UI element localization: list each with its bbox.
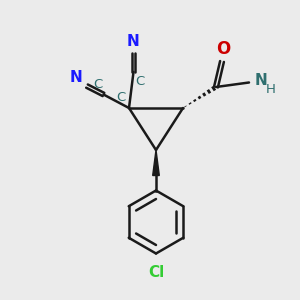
Text: O: O: [216, 40, 231, 58]
Text: C: C: [93, 79, 102, 92]
Text: H: H: [266, 83, 275, 97]
Text: N: N: [70, 70, 83, 85]
Text: N: N: [127, 34, 140, 49]
Text: C: C: [135, 75, 144, 88]
Text: C: C: [116, 92, 125, 104]
Text: N: N: [254, 74, 267, 88]
Polygon shape: [153, 150, 159, 176]
Text: Cl: Cl: [148, 265, 164, 280]
